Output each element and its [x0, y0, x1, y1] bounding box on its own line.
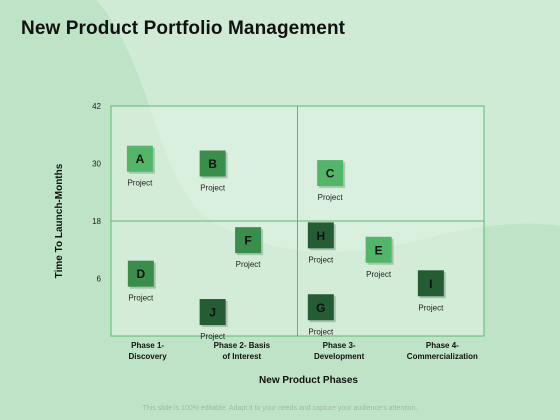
project-box-d: [127, 260, 154, 287]
x-tick-label: Phase 1-: [131, 341, 164, 350]
project-label: Project: [308, 327, 334, 336]
project-label: Project: [308, 255, 334, 264]
y-tick-label: 30: [92, 160, 101, 169]
project-letter: G: [316, 301, 325, 315]
project-label: Project: [418, 303, 444, 312]
y-tick-label: 42: [92, 102, 101, 111]
project-box-h: [307, 222, 334, 249]
project-letter: H: [316, 229, 325, 243]
x-tick-label: Development: [314, 352, 365, 361]
project-box-a: [126, 145, 153, 172]
y-tick-label: 18: [92, 217, 101, 226]
x-axis-label: New Product Phases: [259, 375, 358, 386]
x-tick-label: Phase 3-: [323, 341, 356, 350]
project-label: Project: [200, 184, 226, 193]
x-tick-label: Phase 4-: [426, 341, 459, 350]
project-box-f: [235, 227, 262, 254]
project-label: Project: [318, 193, 344, 202]
project-letter: C: [326, 167, 335, 181]
x-tick-label: Commercialization: [407, 352, 478, 361]
project-box-c: [317, 160, 344, 187]
project-label: Project: [200, 332, 226, 341]
project-label: Project: [366, 270, 392, 279]
x-tick-label: Discovery: [129, 352, 168, 361]
project-label: Project: [236, 260, 262, 269]
x-tick-label: of Interest: [223, 352, 262, 361]
project-letter: F: [244, 234, 251, 248]
project-box-j: [199, 299, 226, 326]
project-box-e: [365, 236, 392, 263]
x-tick-label: Phase 2- Basis: [214, 341, 271, 350]
footer-note: This slide is 100% editable. Adapt it to…: [142, 405, 418, 412]
project-box-g: [307, 294, 334, 321]
y-tick-label: 6: [97, 275, 102, 284]
project-letter: B: [208, 157, 217, 171]
project-letter: E: [375, 243, 383, 257]
y-axis-label: Time To Launch-Months: [54, 163, 65, 278]
project-label: Project: [128, 294, 154, 303]
project-letter: J: [209, 306, 216, 320]
project-box-b: [199, 150, 226, 177]
project-letter: I: [429, 277, 432, 291]
page-title: New Product Portfolio Management: [21, 18, 346, 39]
project-box-i: [417, 270, 444, 297]
project-label: Project: [127, 179, 153, 188]
project-letter: D: [137, 267, 146, 281]
project-letter: A: [136, 152, 145, 166]
